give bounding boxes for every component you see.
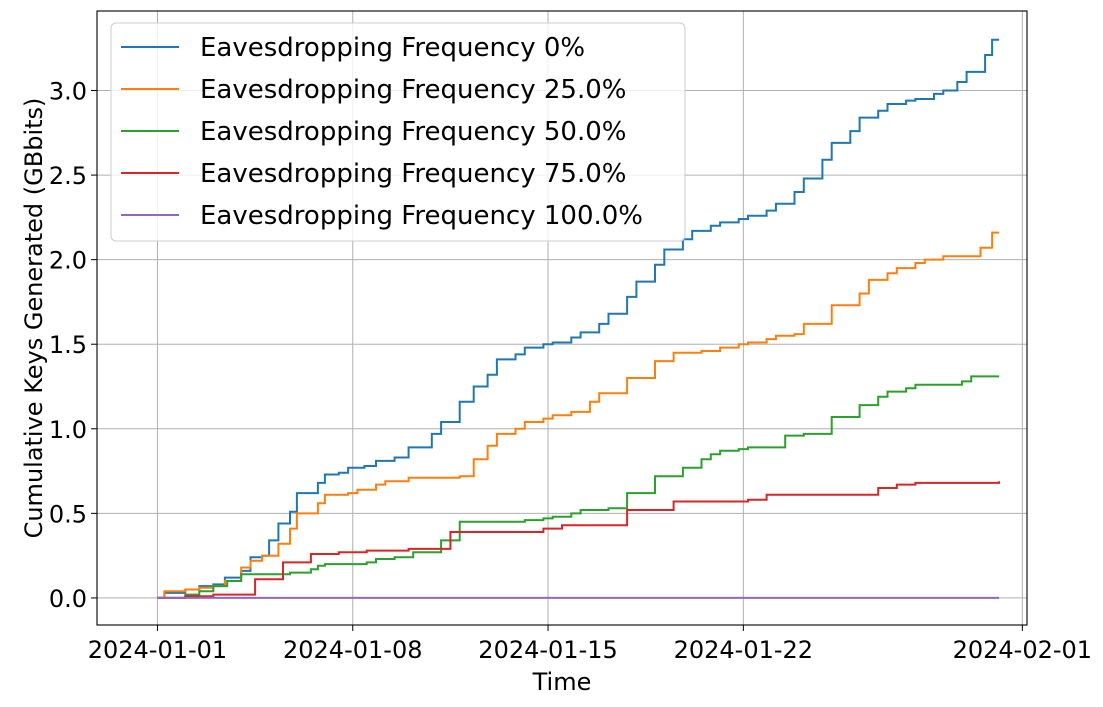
series-line-3 (157, 481, 1001, 599)
y-axis-label: Cumulative Keys Generated (GBbits) (20, 98, 48, 539)
legend-label-3: Eavesdropping Frequency 75.0% (200, 159, 626, 189)
legend-box (110, 22, 686, 242)
y-tick-label: 2.0 (49, 247, 87, 275)
legend-label-4: Eavesdropping Frequency 100.0% (200, 201, 643, 231)
legend-label-0: Eavesdropping Frequency 0% (200, 33, 585, 63)
legend-label-1: Eavesdropping Frequency 25.0% (200, 75, 626, 105)
legend-label-2: Eavesdropping Frequency 50.0% (200, 117, 626, 147)
y-tick-label: 1.0 (49, 416, 87, 444)
y-tick-label: 0.5 (49, 500, 87, 528)
x-tick-label: 2024-01-15 (478, 636, 617, 664)
y-tick-label: 1.5 (49, 331, 87, 359)
x-tick-label: 2024-01-08 (283, 636, 422, 664)
y-ticks: 0.0 0.5 1.0 1.5 2.0 2.5 3.0 (49, 77, 97, 613)
x-tick-label: 2024-01-22 (674, 636, 813, 664)
series-line-2 (157, 375, 1000, 599)
plot-frame (96, 10, 1028, 626)
x-tick-label: 2024-01-01 (88, 636, 227, 664)
x-ticks: 2024-01-01 2024-01-08 2024-01-15 2024-01-22… (88, 625, 1092, 664)
series-line-1 (157, 231, 1000, 599)
y-tick-label: 3.0 (49, 77, 87, 105)
x-tick-label: 2024-02-01 (953, 636, 1092, 664)
legend: Eavesdropping Frequency 0% Eavesdropping … (110, 22, 686, 242)
series-line-0 (157, 38, 1000, 599)
x-axis-label: Time (532, 668, 592, 696)
y-tick-label: 2.5 (49, 162, 87, 190)
series-layer (157, 38, 1001, 599)
y-tick-label: 0.0 (49, 585, 87, 613)
